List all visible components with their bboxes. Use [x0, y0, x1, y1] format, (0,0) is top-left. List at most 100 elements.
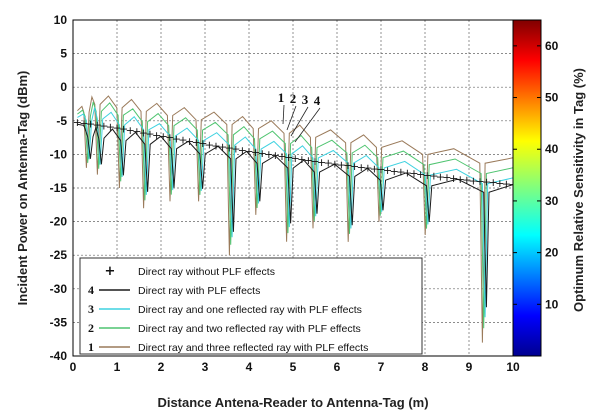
marker-point: + [390, 165, 399, 178]
marker-point: + [442, 171, 451, 184]
series-layer: ++++++++++++++++++++++++++++++++++++++++… [73, 95, 517, 343]
marker-point: + [403, 166, 412, 179]
colorbar [512, 19, 542, 357]
marker-point: + [264, 148, 273, 161]
marker-point: + [126, 124, 135, 137]
marker-point: + [291, 152, 300, 165]
y-tick-label: -25 [50, 248, 68, 262]
y-tick-label: 5 [60, 47, 67, 61]
marker-point: + [284, 151, 293, 164]
marker-point: + [324, 157, 333, 170]
marker-point: + [317, 156, 326, 169]
marker-point: + [462, 174, 471, 187]
marker-point: + [277, 150, 286, 163]
marker-point: + [396, 166, 405, 179]
marker-point: + [475, 175, 484, 188]
marker-point: + [211, 139, 220, 152]
x-tick-label: 10 [506, 360, 520, 374]
marker-point: + [363, 162, 372, 175]
x-tick-label: 1 [114, 360, 121, 374]
marker-point: + [310, 155, 319, 168]
x-axis-label: Distance Antena-Reader to Antenna-Tag (m… [157, 395, 428, 410]
x-tick-label: 8 [422, 360, 429, 374]
marker-point: + [383, 164, 392, 177]
colorbar-tick-label: 40 [545, 142, 559, 156]
marker-point: + [482, 176, 491, 189]
marker-point: + [409, 167, 418, 180]
marker-point: + [502, 177, 511, 190]
x-tick-labels: 0 1 2 3 4 5 6 7 8 9 10 [70, 360, 520, 374]
marker-point: + [304, 154, 313, 167]
legend-key: 1 [88, 340, 94, 354]
curve-annotation-label: 1 [278, 90, 285, 105]
x-tick-label: 4 [246, 360, 253, 374]
colorbar-tick-label: 10 [545, 297, 559, 311]
marker-point: + [337, 158, 346, 171]
y-tick-label: -5 [56, 114, 67, 128]
x-tick-label: 3 [202, 360, 209, 374]
y-tick-label: 0 [60, 80, 67, 94]
series-line [77, 107, 513, 318]
marker-point: + [357, 161, 366, 174]
marker-point: + [508, 178, 517, 191]
y-tick-label: -35 [50, 315, 68, 329]
marker-point: + [271, 149, 280, 162]
marker-point: + [225, 141, 234, 154]
series-line [77, 101, 513, 329]
colorbar-tick-label: 20 [545, 246, 559, 260]
legend-key: 4 [88, 283, 94, 297]
colorbar-tick-label: 60 [545, 39, 559, 53]
marker-point: + [93, 118, 102, 131]
marker-point: + [198, 137, 207, 150]
marker-point: + [165, 131, 174, 144]
marker-point: + [416, 168, 425, 181]
marker-point: + [423, 169, 432, 182]
marker-point: + [456, 173, 465, 186]
marker-point: + [159, 130, 168, 143]
marker-point: + [119, 123, 128, 136]
marker-point: + [172, 132, 181, 145]
legend-label: Direct ray and one reflected ray with PL… [138, 304, 362, 316]
marker-point: + [132, 125, 141, 138]
x-tick-label: 2 [158, 360, 165, 374]
y-tick-label: -15 [50, 181, 68, 195]
legend-box [79, 257, 423, 355]
marker-point: + [376, 163, 385, 176]
y-tick-label: 10 [54, 13, 68, 27]
curve-annotation-label: 4 [314, 93, 321, 108]
curve-annotation-label: 3 [302, 92, 309, 107]
marker-point: + [192, 136, 201, 149]
annotation-pointer [286, 105, 297, 131]
marker-point: + [436, 170, 445, 183]
marker-point: + [231, 143, 240, 156]
marker-point: + [205, 138, 214, 151]
y-tick-label: -20 [50, 215, 68, 229]
annotation-pointer [294, 107, 321, 143]
legend-label: Direct ray and two reflected ray with PL… [138, 323, 361, 335]
x-tick-label: 5 [290, 360, 297, 374]
marker-point: + [178, 134, 187, 147]
legend-key: 3 [88, 302, 94, 316]
marker-point: + [429, 170, 438, 183]
legend-marker: + [105, 264, 116, 279]
marker-point: + [185, 135, 194, 148]
y-tick-labels: 10 5 0 -5 -10 -15 -20 -25 -30 -35 -40 [50, 13, 68, 363]
marker-point: + [370, 162, 379, 175]
colorbar-label: Optimum Relative Sensitivity in Tag (%) [571, 68, 586, 312]
x-tick-label: 6 [334, 360, 341, 374]
marker-point: + [495, 177, 504, 190]
marker-point: + [449, 172, 458, 185]
colorbar-ticks: 60 50 40 30 20 10 [513, 39, 559, 311]
colorbar-tick-label: 30 [545, 194, 559, 208]
marker-point: + [330, 158, 339, 171]
curve-annotation-label: 2 [290, 91, 297, 106]
marker-point: + [139, 126, 148, 139]
y-axis-label: Incident Power on Antenna-Tag (dBm) [15, 71, 30, 306]
x-tick-label: 7 [378, 360, 385, 374]
legend-label: Direct ray with PLF effects [138, 285, 260, 297]
marker-point: + [489, 176, 498, 189]
marker-point: + [145, 128, 154, 141]
y-tick-label: -10 [50, 147, 68, 161]
marker-point: + [86, 118, 95, 131]
marker-point: + [297, 153, 306, 166]
